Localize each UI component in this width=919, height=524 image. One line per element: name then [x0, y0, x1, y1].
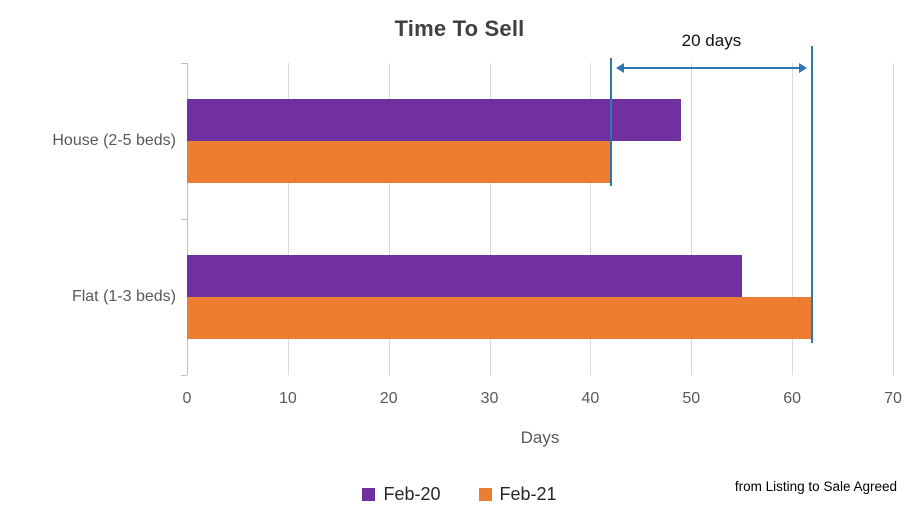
- annotation-arrow: [615, 63, 808, 73]
- y-axis-tick: [181, 375, 187, 376]
- x-axis-title: Days: [520, 428, 560, 447]
- x-tick-label: 70: [884, 390, 902, 407]
- x-tick-label: 0: [182, 390, 192, 407]
- legend-item-feb-20: Feb-20: [362, 484, 441, 505]
- x-tick-label: 40: [581, 390, 600, 407]
- gridline: [691, 63, 693, 375]
- gridline: [590, 63, 592, 375]
- gridline: [893, 63, 894, 375]
- category-label: House (2-5 beds): [52, 132, 176, 149]
- x-tick-label: 60: [783, 390, 802, 407]
- bar-feb-20: [187, 255, 742, 297]
- y-axis-tick: [181, 219, 187, 220]
- legend-label: Feb-21: [499, 484, 557, 504]
- gridline: [287, 63, 289, 375]
- reference-line-to: [811, 46, 814, 343]
- legend-swatch: [478, 488, 492, 501]
- reference-line-from: [609, 58, 612, 186]
- annotation-arrow-line: [622, 67, 801, 69]
- arrow-head-right-icon: [799, 63, 808, 73]
- x-tick-label: 30: [480, 390, 499, 407]
- gridline: [489, 63, 491, 375]
- x-tick-label: 10: [278, 390, 297, 407]
- x-tick-label: 50: [682, 390, 701, 407]
- chart-title: Time To Sell: [394, 16, 525, 41]
- bar-feb-21: [187, 297, 813, 339]
- y-axis-line: [187, 63, 188, 375]
- bar-feb-20: [187, 99, 682, 141]
- x-tick-label: 20: [379, 390, 398, 407]
- y-axis-tick: [181, 63, 187, 64]
- legend-label: Feb-20: [383, 484, 441, 504]
- legend: Feb-20 Feb-21: [0, 484, 919, 505]
- annotation-label: 20 days: [681, 31, 742, 50]
- plot-area: [181, 63, 894, 376]
- legend-item-feb-21: Feb-21: [478, 484, 557, 505]
- bar-feb-21: [187, 141, 611, 183]
- footnote: from Listing to Sale Agreed: [734, 479, 897, 494]
- arrow-head-left-icon: [615, 63, 624, 73]
- category-label: Flat (1-3 beds): [71, 288, 176, 305]
- gridline: [792, 63, 794, 375]
- legend-swatch: [362, 488, 376, 501]
- gridline: [388, 63, 390, 375]
